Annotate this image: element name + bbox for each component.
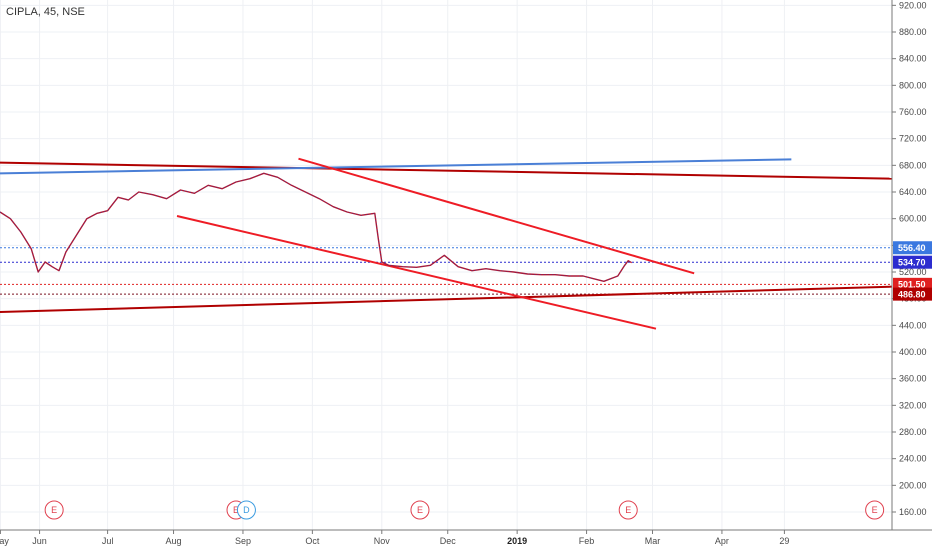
event-label: E	[51, 505, 57, 515]
event-circle	[236, 500, 256, 520]
chart-grid	[0, 0, 892, 530]
price-badge-label: 486.80	[898, 289, 926, 299]
price-badge-label: 501.50	[898, 280, 926, 290]
price-badge-bg	[893, 255, 932, 269]
price-badge: 486.80	[893, 287, 932, 301]
y-tick-label: 880.00	[899, 27, 927, 37]
y-tick-label: 920.00	[899, 0, 927, 10]
x-tick-label: Jun	[32, 536, 47, 546]
x-tick-label: Sep	[235, 536, 251, 546]
price-series	[0, 172, 633, 282]
price-axis-bg	[892, 0, 932, 550]
price-badge-bg	[893, 287, 932, 301]
event-circle	[865, 500, 885, 520]
x-tick-label: Jul	[102, 536, 114, 546]
price-badge-label: 556.40	[898, 243, 926, 253]
time-axis[interactable]: May Jun Jul Aug Sep Oct Nov Dec 2019 Feb Mar Apr 29	[0, 529, 932, 550]
x-tick-label: 2019	[507, 536, 527, 546]
event-label: E	[872, 505, 878, 515]
x-tick-label: Nov	[374, 536, 391, 546]
price-axis[interactable]: 920.00 880.00 840.00 800.00 760.00 720.00 680.…	[891, 0, 932, 550]
event-circle	[44, 500, 64, 520]
y-tick-label: 240.00	[899, 454, 927, 464]
x-tick-label: Dec	[440, 536, 457, 546]
x-tick-label: Oct	[305, 536, 320, 546]
price-badge: 556.40	[893, 241, 932, 255]
time-axis-bg	[0, 530, 932, 550]
event-circle	[618, 500, 638, 520]
x-tick-label: Aug	[166, 536, 182, 546]
price-line-overlay	[0, 173, 632, 282]
x-tick-label: May	[0, 536, 9, 546]
price-badge-bg	[893, 277, 932, 291]
y-tick-label: 280.00	[899, 427, 927, 437]
event-marker: E	[865, 500, 885, 520]
trend-line	[176, 215, 657, 330]
x-tick-label: 29	[779, 536, 789, 546]
y-tick-label: 320.00	[899, 400, 927, 410]
y-tick-label: 440.00	[899, 320, 927, 330]
horizontal-levels	[0, 247, 892, 295]
y-tick-label: 640.00	[899, 187, 927, 197]
event-marker: D	[236, 500, 256, 520]
symbol-label: CIPLA, 45, NSE	[6, 6, 85, 18]
price-badge-bg	[893, 241, 932, 255]
y-tick-label: 760.00	[899, 107, 927, 117]
event-label: E	[233, 505, 239, 515]
y-tick-label: 200.00	[899, 480, 927, 490]
y-tick-label: 400.00	[899, 347, 927, 357]
y-tick-label: 520.00	[899, 267, 927, 277]
x-tick-label: Mar	[645, 536, 661, 546]
event-marker: E	[410, 500, 430, 520]
trend-line	[0, 161, 893, 180]
event-marker: E	[44, 500, 64, 520]
y-tick-label: 800.00	[899, 80, 927, 90]
event-label: E	[417, 505, 423, 515]
x-tick-label: Apr	[715, 536, 729, 546]
y-tick-label: 600.00	[899, 214, 927, 224]
price-badge: 501.50	[893, 277, 932, 291]
trend-line	[0, 285, 893, 313]
y-tick-label: 840.00	[899, 54, 927, 64]
event-marker: E	[618, 500, 638, 520]
trend-line	[298, 157, 695, 275]
x-tick-label: Feb	[579, 536, 595, 546]
event-circle	[410, 500, 430, 520]
y-tick-label: 720.00	[899, 134, 927, 144]
event-label: E	[625, 505, 631, 515]
event-label: D	[243, 505, 250, 515]
trend-line	[0, 158, 792, 175]
y-tick-label: 680.00	[899, 160, 927, 170]
price-badge-label: 534.70	[898, 257, 926, 267]
y-tick-label: 160.00	[899, 507, 927, 517]
trend-lines	[0, 157, 893, 330]
price-badge: 534.70	[893, 255, 932, 269]
y-tick-label: 360.00	[899, 374, 927, 384]
